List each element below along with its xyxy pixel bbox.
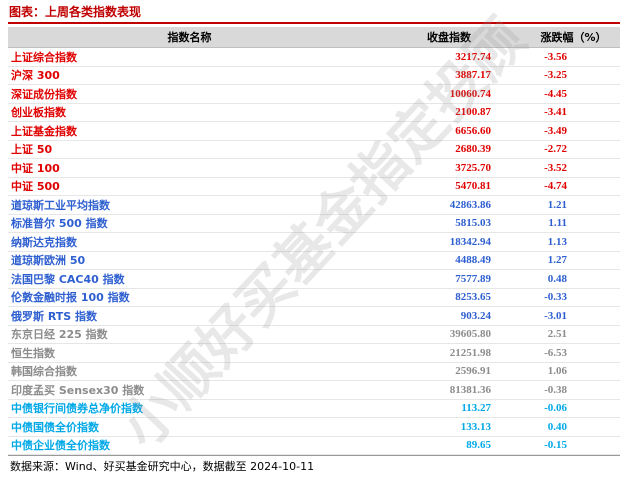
table-row: 中债企业债全价指数 89.65 -0.15	[8, 436, 620, 455]
index-name: 恒生指数	[8, 343, 371, 363]
index-name: 上证 50	[8, 140, 371, 159]
change-value: -4.45	[527, 84, 620, 104]
index-name: 道琼斯欧洲 50	[8, 251, 371, 270]
change-value: 2.51	[527, 325, 620, 344]
close-value: 7577.89	[371, 269, 527, 289]
change-value: -3.41	[527, 103, 620, 122]
index-name: 中债企业债全价指数	[8, 436, 371, 455]
index-name: 印度孟买 Sensex30 指数	[8, 380, 371, 400]
index-name: 上证基金指数	[8, 121, 371, 141]
change-value: 1.11	[527, 214, 620, 233]
close-value: 2680.39	[371, 140, 527, 159]
table-row: 上证基金指数 6656.60 -3.49	[8, 121, 620, 141]
change-value: -0.06	[527, 399, 620, 418]
index-name: 创业板指数	[8, 103, 371, 122]
table-row: 法国巴黎 CAC40 指数 7577.89 0.48	[8, 269, 620, 289]
change-value: -0.38	[527, 380, 620, 400]
table-row: 中证 100 3725.70 -3.52	[8, 158, 620, 178]
index-name: 俄罗斯 RTS 指数	[8, 306, 371, 326]
close-value: 89.65	[371, 436, 527, 455]
close-value: 133.13	[371, 417, 527, 437]
table-row: 韩国综合指数 2596.91 1.06	[8, 362, 620, 381]
title: 图表：上周各类指数表现	[9, 5, 142, 19]
column-header: 涨跌幅（%）	[527, 27, 620, 48]
change-value: 1.06	[527, 362, 620, 381]
close-value: 2596.91	[371, 362, 527, 381]
change-value: 1.13	[527, 232, 620, 252]
table-row: 道琼斯欧洲 50 4488.49 1.27	[8, 251, 620, 270]
table-row: 上证 50 2680.39 -2.72	[8, 140, 620, 159]
change-value: -0.15	[527, 436, 620, 455]
table-row: 印度孟买 Sensex30 指数 81381.36 -0.38	[8, 380, 620, 400]
table-row: 恒生指数 21251.98 -6.53	[8, 343, 620, 363]
table-row: 创业板指数 2100.87 -3.41	[8, 103, 620, 122]
change-value: 1.21	[527, 195, 620, 215]
close-value: 21251.98	[371, 343, 527, 363]
index-name: 中证 100	[8, 158, 371, 178]
close-value: 113.27	[371, 399, 527, 418]
index-name: 中证 500	[8, 177, 371, 196]
index-name: 深证成份指数	[8, 84, 371, 104]
change-value: 0.48	[527, 269, 620, 289]
close-value: 3887.17	[371, 66, 527, 85]
index-name: 法国巴黎 CAC40 指数	[8, 269, 371, 289]
change-value: -4.74	[527, 177, 620, 196]
title-rule	[8, 22, 620, 24]
index-table: 指数名称 收盘指数 涨跌幅（%） 上证综合指数 3217.74 -3.56 沪深 30…	[8, 27, 620, 455]
column-header: 指数名称	[8, 27, 371, 48]
change-value: -6.53	[527, 343, 620, 363]
table-row: 伦敦金融时报 100 指数 8253.65 -0.33	[8, 288, 620, 307]
index-name: 韩国综合指数	[8, 362, 371, 381]
close-value: 42863.86	[371, 195, 527, 215]
table-row: 上证综合指数 3217.74 -3.56	[8, 47, 620, 67]
close-value: 6656.60	[371, 121, 527, 141]
change-value: -0.33	[527, 288, 620, 307]
close-value: 3217.74	[371, 47, 527, 67]
close-value: 10060.74	[371, 84, 527, 104]
table-row: 中债国债全价指数 133.13 0.40	[8, 417, 620, 437]
table-row: 标准普尔 500 指数 5815.03 1.11	[8, 214, 620, 233]
table-row: 深证成份指数 10060.74 -4.45	[8, 84, 620, 104]
change-value: -3.56	[527, 47, 620, 67]
close-value: 8253.65	[371, 288, 527, 307]
close-value: 39605.80	[371, 325, 527, 344]
table-row: 纳斯达克指数 18342.94 1.13	[8, 232, 620, 252]
close-value: 5470.81	[371, 177, 527, 196]
index-name: 道琼斯工业平均指数	[8, 195, 371, 215]
header-row: 指数名称 收盘指数 涨跌幅（%）	[8, 27, 620, 48]
change-value: -3.01	[527, 306, 620, 326]
source-note: 数据来源：Wind、好买基金研究中心，数据截至 2024-10-11	[10, 460, 315, 473]
close-value: 903.24	[371, 306, 527, 326]
change-value: -3.49	[527, 121, 620, 141]
table-rule	[8, 455, 620, 456]
change-value: -3.25	[527, 66, 620, 85]
index-name: 纳斯达克指数	[8, 232, 371, 252]
close-value: 4488.49	[371, 251, 527, 270]
change-value: -2.72	[527, 140, 620, 159]
table-row: 中债银行间债券总净价指数 113.27 -0.06	[8, 399, 620, 418]
table-row: 中证 500 5470.81 -4.74	[8, 177, 620, 196]
close-value: 18342.94	[371, 232, 527, 252]
index-name: 沪深 300	[8, 66, 371, 85]
change-value: -3.52	[527, 158, 620, 178]
index-name: 伦敦金融时报 100 指数	[8, 288, 371, 307]
index-name: 标准普尔 500 指数	[8, 214, 371, 233]
table-row: 东京日经 225 指数 39605.80 2.51	[8, 325, 620, 344]
table-row: 俄罗斯 RTS 指数 903.24 -3.01	[8, 306, 620, 326]
close-value: 3725.70	[371, 158, 527, 178]
column-header: 收盘指数	[371, 27, 527, 48]
table-row: 沪深 300 3887.17 -3.25	[8, 66, 620, 85]
index-name: 上证综合指数	[8, 47, 371, 67]
index-name: 中债银行间债券总净价指数	[8, 399, 371, 418]
table-row: 道琼斯工业平均指数 42863.86 1.21	[8, 195, 620, 215]
close-value: 2100.87	[371, 103, 527, 122]
index-name: 中债国债全价指数	[8, 417, 371, 437]
index-name: 东京日经 225 指数	[8, 325, 371, 344]
close-value: 5815.03	[371, 214, 527, 233]
change-value: 0.40	[527, 417, 620, 437]
table-body: 上证综合指数 3217.74 -3.56 沪深 300 3887.17 -3.25 深证成份…	[8, 47, 620, 455]
change-value: 1.27	[527, 251, 620, 270]
close-value: 81381.36	[371, 380, 527, 400]
